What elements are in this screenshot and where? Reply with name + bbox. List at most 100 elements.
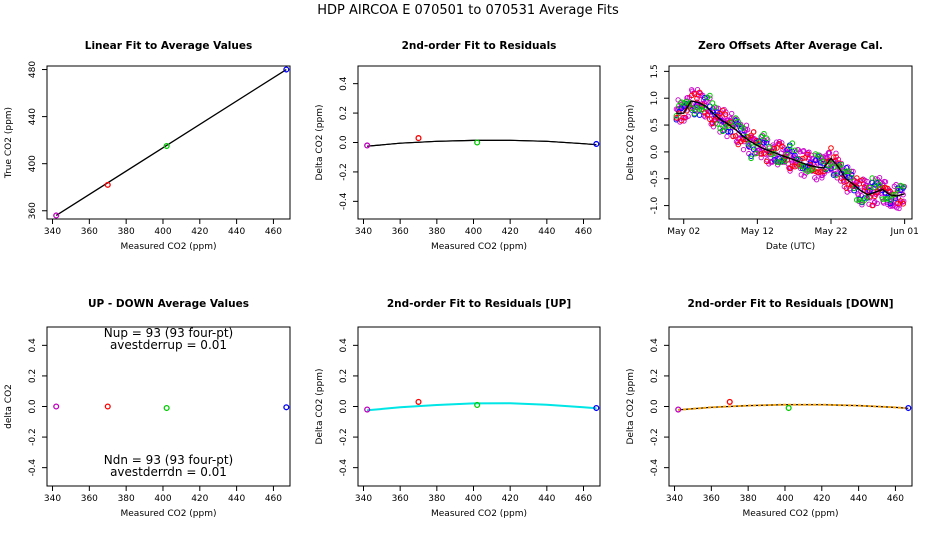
offset-point bbox=[872, 193, 878, 200]
offset-point bbox=[696, 106, 703, 112]
x-tick-label: 380 bbox=[428, 227, 445, 237]
figure-title: HDP AIRCOA E 070501 to 070531 Average Fi… bbox=[317, 3, 619, 18]
offset-point bbox=[781, 158, 788, 165]
x-tick-label: 380 bbox=[428, 494, 445, 504]
x-axis-label: Measured CO2 (ppm) bbox=[431, 242, 527, 252]
offset-point bbox=[750, 129, 757, 135]
x-tick-label: 400 bbox=[776, 494, 793, 504]
panel-6: 2nd-order Fit to Residuals [DOWN] 340 360 3… bbox=[626, 298, 913, 519]
panel-3: Zero Offsets After Average Cal. May 02 May… bbox=[626, 40, 919, 252]
offset-point bbox=[707, 92, 713, 99]
data-point bbox=[593, 140, 600, 148]
offset-point bbox=[887, 197, 894, 203]
offset-point bbox=[696, 89, 703, 96]
offset-point bbox=[841, 178, 847, 185]
band-point bbox=[740, 146, 747, 153]
y-axis-label: Delta CO2 (ppm) bbox=[315, 368, 325, 444]
offset-point bbox=[869, 202, 876, 209]
offset-point bbox=[763, 135, 770, 141]
x-tick-label: 380 bbox=[118, 227, 135, 237]
y-tick-label: 0.2 bbox=[339, 106, 349, 120]
x-tick-label: 400 bbox=[154, 227, 171, 237]
panel-2: 2nd-order Fit to Residuals 340 360 380 400 42… bbox=[315, 40, 601, 252]
offset-point bbox=[820, 158, 827, 165]
y-tick-label: -0.2 bbox=[339, 428, 349, 446]
y-tick-label: 0.5 bbox=[650, 118, 660, 132]
offset-point bbox=[709, 100, 716, 106]
x-tick-label: 380 bbox=[740, 494, 757, 504]
data-point bbox=[726, 398, 733, 405]
data-point bbox=[283, 404, 290, 411]
offset-point bbox=[833, 172, 839, 178]
y-tick-label: 0.2 bbox=[28, 369, 38, 383]
y-tick-label: -0.4 bbox=[339, 459, 349, 477]
x-tick-label: 460 bbox=[265, 494, 282, 504]
panel-title: 2nd-order Fit to Residuals bbox=[402, 40, 557, 52]
y-tick-label: 480 bbox=[28, 61, 38, 78]
offset-point bbox=[861, 184, 868, 190]
y-tick-label: 0.0 bbox=[28, 399, 38, 414]
offset-point bbox=[761, 150, 767, 156]
y-tick-label: 1.5 bbox=[650, 64, 660, 78]
offset-point bbox=[779, 143, 785, 149]
offset-point bbox=[712, 104, 718, 110]
offset-point bbox=[725, 128, 731, 135]
y-tick-label: 400 bbox=[28, 155, 38, 172]
panel-title: UP - DOWN Average Values bbox=[88, 298, 249, 310]
offset-point bbox=[737, 126, 744, 132]
data-point bbox=[104, 181, 111, 188]
offset-point bbox=[843, 185, 850, 191]
band-point bbox=[710, 124, 717, 130]
band-point bbox=[859, 202, 865, 208]
y-tick-label: -0.4 bbox=[650, 459, 660, 477]
band-point bbox=[707, 95, 713, 101]
band-point bbox=[876, 174, 883, 181]
x-tick-label: 340 bbox=[44, 494, 61, 504]
offset-point bbox=[887, 200, 894, 207]
x-tick-label: Jun 01 bbox=[889, 227, 918, 237]
x-tick-label: 460 bbox=[575, 227, 592, 237]
x-tick-label: 420 bbox=[813, 494, 830, 504]
offset-point bbox=[766, 143, 772, 150]
y-tick-label: 0.4 bbox=[339, 338, 349, 353]
x-axis-label: Measured CO2 (ppm) bbox=[121, 242, 217, 252]
y-tick-label: -0.4 bbox=[28, 459, 38, 477]
offset-point bbox=[843, 165, 850, 171]
x-axis-label: Date (UTC) bbox=[766, 242, 815, 252]
offset-point bbox=[774, 145, 780, 151]
y-tick-label: -0.2 bbox=[650, 428, 660, 446]
y-tick-label: -1.0 bbox=[650, 197, 660, 215]
band-point bbox=[826, 149, 832, 156]
offset-point bbox=[892, 191, 899, 198]
annotation: Ndn = 93 (93 four-pt) bbox=[104, 453, 233, 467]
band-point bbox=[737, 135, 743, 142]
offset-point bbox=[673, 114, 680, 121]
offset-point bbox=[851, 183, 857, 189]
offset-point bbox=[719, 107, 726, 114]
offset-point bbox=[792, 147, 798, 154]
offset-point bbox=[774, 159, 780, 165]
data-point bbox=[415, 135, 422, 142]
offset-point bbox=[879, 196, 886, 202]
offset-point bbox=[694, 95, 700, 102]
panel-title: 2nd-order Fit to Residuals [UP] bbox=[387, 298, 571, 310]
band-point bbox=[813, 177, 820, 183]
y-tick-label: -0.5 bbox=[650, 170, 660, 188]
offset-point bbox=[882, 184, 888, 191]
offset-point bbox=[740, 125, 747, 131]
offset-point bbox=[714, 121, 721, 127]
x-tick-label: 420 bbox=[502, 494, 519, 504]
x-tick-label: 360 bbox=[703, 494, 720, 504]
data-point bbox=[474, 401, 481, 409]
offset-point bbox=[681, 114, 687, 121]
y-tick-label: 0.0 bbox=[339, 135, 349, 150]
offset-point bbox=[853, 175, 860, 181]
x-tick-label: 360 bbox=[81, 227, 98, 237]
offset-point bbox=[830, 164, 837, 170]
data-point bbox=[905, 404, 912, 412]
offset-point bbox=[848, 175, 855, 181]
x-tick-label: 420 bbox=[502, 227, 519, 237]
panel-4: UP - DOWN Average Values 340 360 380 400 420 4… bbox=[4, 298, 291, 519]
band-point bbox=[874, 200, 880, 207]
